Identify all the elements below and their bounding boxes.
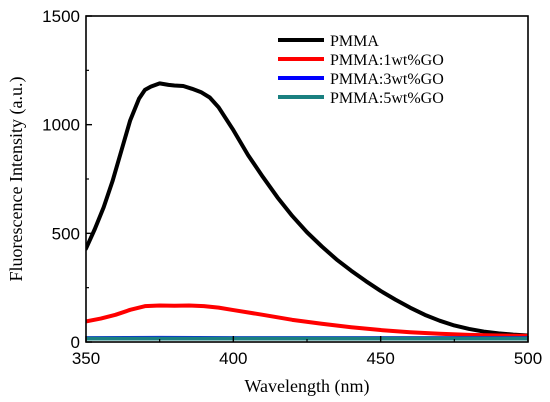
y-tick-label: 500	[52, 224, 80, 243]
x-tick-label: 350	[72, 349, 100, 368]
y-tick-label: 1000	[42, 116, 80, 135]
legend-label-1: PMMA	[330, 33, 379, 50]
x-tick-label: 500	[514, 349, 542, 368]
x-tick-label: 450	[366, 349, 394, 368]
legend: PMMA PMMA:1wt%GO PMMA:3wt%GO PMMA:5wt%GO	[278, 33, 444, 107]
legend-label-2: PMMA:1wt%GO	[330, 52, 444, 69]
y-axis-title: Fluorescence Intensity (a.u.)	[6, 77, 27, 282]
y-tick-label: 1500	[42, 7, 80, 26]
ticks-layer: 350 400 450 500 0 500 1000 1500	[42, 7, 542, 368]
legend-label-4: PMMA:5wt%GO	[330, 90, 444, 107]
x-tick-label: 400	[219, 349, 247, 368]
legend-label-3: PMMA:3wt%GO	[330, 71, 444, 88]
y-tick-label: 0	[71, 333, 80, 352]
series-layer	[86, 81, 528, 341]
plot-frame	[85, 15, 529, 343]
series-line-2	[86, 303, 528, 338]
series-line-1	[86, 81, 528, 338]
x-axis-title: Wavelength (nm)	[244, 376, 369, 397]
